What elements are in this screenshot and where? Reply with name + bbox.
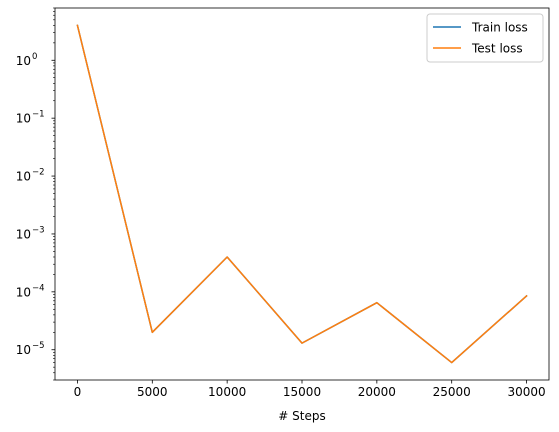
series-line-test (76, 24, 528, 364)
x-axis-label: # Steps (278, 409, 325, 423)
y-tick-label: 10 (16, 54, 31, 68)
y-tick-exponent: −4 (32, 283, 45, 293)
legend-label-test: Test loss (471, 42, 523, 56)
legend-label-train: Train loss (471, 21, 528, 35)
y-tick-label: 10 (16, 112, 31, 126)
y-tick-exponent: −2 (32, 168, 45, 178)
x-tick-label: 20000 (358, 385, 396, 399)
x-tick-label: 15000 (283, 385, 321, 399)
legend-box (426, 13, 544, 63)
series-line-train (76, 24, 528, 364)
y-tick-label: 10 (16, 285, 31, 299)
y-tick-exponent: −3 (32, 225, 45, 235)
x-tick-label: 10000 (208, 385, 246, 399)
y-tick-exponent: −5 (32, 341, 45, 351)
y-tick-exponent: 0 (32, 52, 37, 62)
y-tick-label: 10 (16, 343, 31, 357)
y-tick-exponent: −1 (32, 110, 45, 120)
x-tick-label: 25000 (433, 385, 471, 399)
y-tick-label: 10 (16, 227, 31, 241)
y-tick-label: 10 (16, 170, 31, 184)
x-tick-label: 5000 (137, 385, 168, 399)
plot-frame (54, 7, 550, 381)
series-lines (76, 24, 528, 364)
legend: Train loss Test loss (426, 13, 544, 63)
x-tick-label: 30000 (507, 385, 545, 399)
x-tick-label: 0 (74, 385, 82, 399)
